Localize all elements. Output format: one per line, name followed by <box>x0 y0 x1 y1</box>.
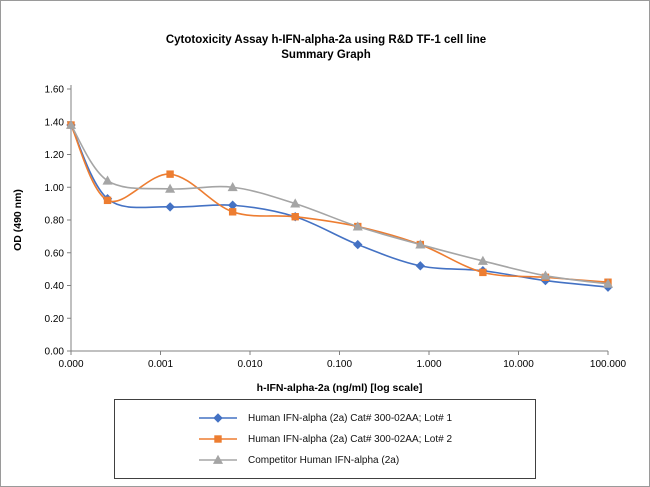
x-tick-label: 100.000 <box>590 359 627 370</box>
series-marker <box>353 239 363 250</box>
x-tick-label: 0.100 <box>327 359 352 370</box>
legend-label-1: Human IFN-alpha (2a) Cat# 300-02AA; Lot#… <box>248 433 452 445</box>
series-marker <box>602 278 614 288</box>
legend-item-1: Human IFN-alpha (2a) Cat# 300-02AA; Lot#… <box>198 433 452 445</box>
legend-swatch-square-icon <box>199 435 237 443</box>
y-tick-label: 1.20 <box>45 150 65 161</box>
series-marker <box>165 183 176 193</box>
y-tick-label: 0.40 <box>45 281 65 292</box>
chart-title-line2: Summary Graph <box>281 49 371 61</box>
series-marker <box>415 261 426 271</box>
series-marker <box>165 202 175 212</box>
legend-item-2: Competitor Human IFN-alpha (2a) <box>198 454 452 466</box>
x-axis-title: h-IFN-alpha-2a (ng/ml) [log scale] <box>256 382 423 394</box>
legend-item-0: Human IFN-alpha (2a) Cat# 300-02AA; Lot#… <box>198 412 452 424</box>
series-0 <box>66 120 613 292</box>
legend-label-2: Competitor Human IFN-alpha (2a) <box>248 454 400 466</box>
y-axis-title: OD (490 nm) <box>12 189 24 251</box>
chart-title-line1: Cytotoxicity Assay h-IFN-alpha-2a using … <box>165 34 487 46</box>
legend-swatch-triangle-icon <box>199 454 237 464</box>
y-tick-label: 0.00 <box>45 347 65 358</box>
series-marker <box>102 175 113 185</box>
chart-title: Cytotoxicity Assay h-IFN-alpha-2a using … <box>1 33 649 63</box>
series-marker <box>479 268 487 277</box>
x-tick-label: 1.000 <box>416 359 441 370</box>
y-tick-label: 0.60 <box>45 248 65 259</box>
series-marker <box>227 200 238 210</box>
series-marker <box>213 413 223 423</box>
y-tick-label: 0.20 <box>45 314 65 325</box>
x-tick-label: 0.000 <box>58 359 83 370</box>
y-tick-label: 1.60 <box>45 85 65 96</box>
series-marker <box>214 435 222 443</box>
legend-label-0: Human IFN-alpha (2a) Cat# 300-02AA; Lot#… <box>248 412 452 424</box>
y-tick-label: 0.80 <box>45 216 65 227</box>
x-tick-label: 0.001 <box>148 359 173 370</box>
series-marker <box>228 208 237 216</box>
series-marker <box>290 198 301 208</box>
series-marker <box>166 170 174 178</box>
y-tick-label: 1.00 <box>45 183 65 194</box>
legend: Human IFN-alpha (2a) Cat# 300-02AA; Lot#… <box>114 399 536 479</box>
series-line-2 <box>70 124 609 285</box>
legend-items: Human IFN-alpha (2a) Cat# 300-02AA; Lot#… <box>198 412 452 466</box>
y-tick-label: 1.40 <box>45 117 65 128</box>
series-marker <box>415 239 426 249</box>
legend-swatch-diamond-icon <box>199 413 237 423</box>
x-tick-label: 0.010 <box>237 359 262 370</box>
series-marker <box>352 221 363 231</box>
x-tick-label: 10.000 <box>503 359 534 370</box>
series-marker <box>540 270 551 280</box>
series-marker <box>291 213 299 221</box>
chart-canvas: 0.00 0.20 0.40 0.60 0.80 1.00 1.20 1.40 1.60 0.00… <box>12 85 627 371</box>
series-marker <box>212 454 224 464</box>
series-marker <box>103 196 112 205</box>
series-marker <box>227 182 238 192</box>
series-line-0 <box>70 124 609 288</box>
series-2 <box>65 119 614 288</box>
series-1 <box>67 121 612 286</box>
series-marker <box>65 119 77 129</box>
series-marker <box>477 255 488 265</box>
series-line-1 <box>70 124 609 284</box>
